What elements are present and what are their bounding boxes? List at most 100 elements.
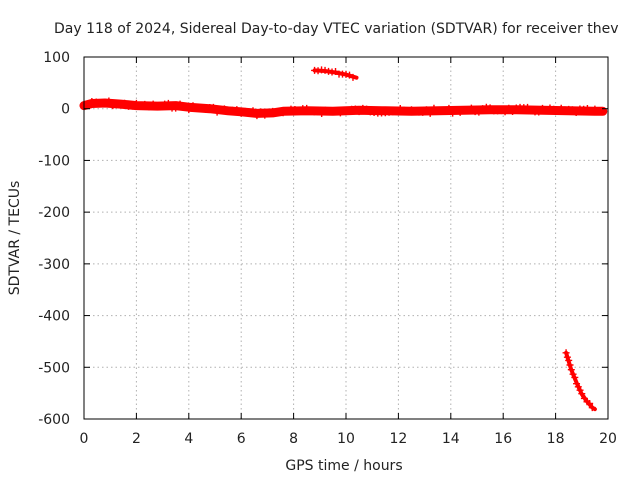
y-tick-label: -400 <box>38 309 70 325</box>
data-point <box>351 105 359 113</box>
data-point <box>209 103 217 111</box>
data-point <box>542 106 550 114</box>
data-point <box>426 109 434 117</box>
data-point <box>121 99 129 107</box>
y-tick-label: -500 <box>38 360 70 376</box>
data-point <box>595 107 603 115</box>
data-point <box>291 106 299 114</box>
x-tick-label: 0 <box>80 431 89 447</box>
data-point <box>261 111 269 119</box>
data-point <box>314 108 322 116</box>
data-point <box>189 102 197 110</box>
data-point <box>349 73 357 81</box>
data-point <box>283 108 291 116</box>
data-point <box>314 67 322 75</box>
data-point <box>249 107 257 115</box>
data-point <box>452 106 460 114</box>
data-point <box>220 105 228 113</box>
x-tick-label: 2 <box>132 431 141 447</box>
data-point <box>193 103 201 111</box>
data-point <box>419 108 427 116</box>
x-tick-label: 20 <box>599 431 617 447</box>
data-point <box>84 101 92 109</box>
x-tick-label: 12 <box>389 431 407 447</box>
data-point <box>445 104 453 112</box>
data-point <box>363 105 371 113</box>
data-point <box>475 108 483 116</box>
data-point <box>535 108 543 116</box>
data-point <box>272 109 280 117</box>
x-tick-label: 10 <box>337 431 355 447</box>
y-axis-label: SDTVAR / TECUs <box>7 181 23 296</box>
data-point <box>359 104 367 112</box>
chart-title: Day 118 of 2024, Sidereal Day-to-day VTE… <box>54 21 618 37</box>
data-point <box>557 104 565 112</box>
data-point <box>588 404 596 412</box>
data-point <box>237 109 245 117</box>
x-tick-label: 16 <box>494 431 512 447</box>
data-point <box>321 66 329 74</box>
data-point <box>456 108 464 116</box>
data-point <box>527 106 535 114</box>
data-point <box>437 107 445 115</box>
data-point <box>460 107 468 115</box>
data-point <box>306 106 314 114</box>
data-point <box>141 100 149 108</box>
data-point <box>113 100 121 108</box>
data-point <box>587 108 595 116</box>
axis-ticks: 0 2 4 6 8 10 12 14 16 18 20 100 0 -100 -200 -300 -400 -50… <box>38 50 617 447</box>
series-layer <box>79 66 608 412</box>
data-point <box>137 102 145 110</box>
x-tick-label: 14 <box>442 431 460 447</box>
data-point <box>509 108 517 116</box>
data-point <box>524 103 532 111</box>
x-tick-label: 18 <box>547 431 565 447</box>
series-main-track <box>79 97 608 120</box>
data-point <box>546 104 554 112</box>
data-point <box>539 104 546 112</box>
data-point <box>486 104 494 112</box>
data-point <box>318 110 326 118</box>
data-point <box>449 109 457 117</box>
data-point <box>563 353 571 361</box>
data-point <box>479 105 487 113</box>
data-point <box>567 366 575 374</box>
data-point <box>269 107 277 115</box>
data-point <box>591 105 599 113</box>
data-point <box>396 105 404 113</box>
data-point <box>295 107 303 115</box>
data-point <box>568 106 576 114</box>
data-point <box>411 107 419 115</box>
data-point <box>430 104 438 112</box>
data-point <box>109 102 117 110</box>
data-point <box>342 70 350 78</box>
grid <box>84 57 608 419</box>
y-tick-label: -300 <box>38 257 70 273</box>
data-point <box>105 97 113 105</box>
data-point <box>580 105 588 113</box>
data-point <box>572 109 580 116</box>
data-point <box>336 109 344 117</box>
data-point <box>128 102 136 110</box>
data-point <box>464 106 472 114</box>
data-point <box>217 106 225 114</box>
data-point <box>145 103 153 111</box>
data-point <box>467 104 475 112</box>
data-point <box>245 108 253 116</box>
data-point <box>408 106 415 114</box>
data-point <box>434 106 442 114</box>
x-tick-label: 6 <box>237 431 246 447</box>
data-point <box>161 100 169 108</box>
data-point <box>566 361 574 369</box>
data-point <box>149 100 157 108</box>
data-point <box>197 104 205 112</box>
data-point <box>202 105 210 113</box>
data-point <box>550 105 558 113</box>
data-point <box>422 106 430 114</box>
y-tick-label: -200 <box>38 205 70 221</box>
data-point <box>253 112 261 120</box>
data-point <box>101 99 109 107</box>
y-tick-label: 100 <box>43 50 70 66</box>
